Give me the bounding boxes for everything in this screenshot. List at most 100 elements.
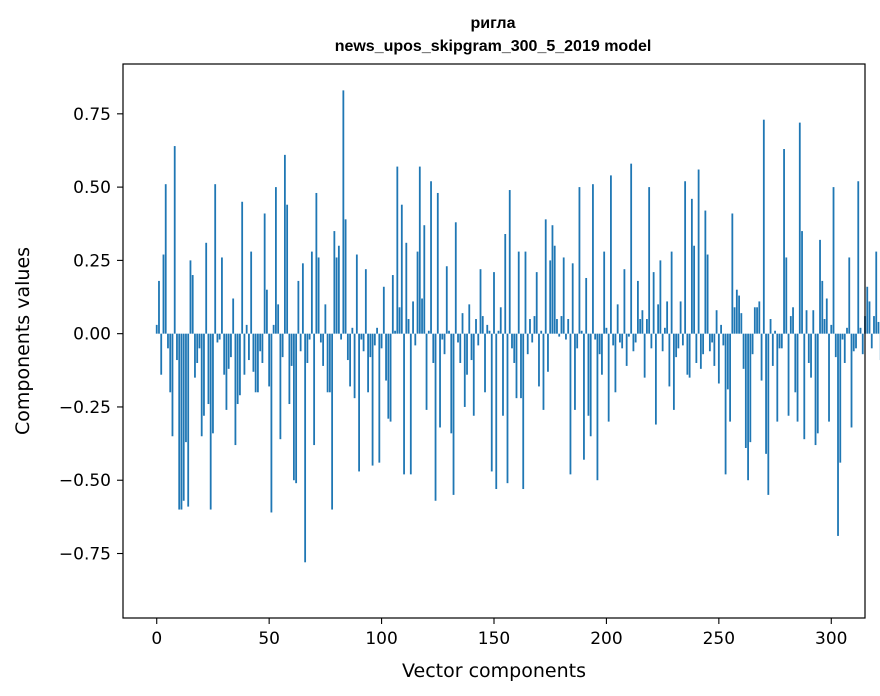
bar: [823, 319, 826, 334]
bar: [567, 319, 570, 334]
bar: [533, 316, 536, 334]
bar: [580, 330, 583, 334]
bar: [848, 257, 851, 334]
bar: [479, 269, 482, 334]
bar: [299, 333, 302, 352]
bar: [726, 333, 729, 390]
bar: [297, 280, 300, 334]
bar: [670, 251, 673, 334]
bar: [333, 231, 336, 334]
bar: [313, 333, 316, 446]
bar: [742, 333, 745, 369]
bar: [574, 333, 576, 410]
bar: [324, 304, 327, 334]
bar: [288, 333, 291, 405]
bar: [295, 333, 298, 484]
bar: [540, 330, 543, 334]
bar: [279, 333, 282, 440]
bar: [654, 333, 657, 425]
bar: [477, 333, 480, 346]
bar: [412, 301, 414, 334]
bar: [308, 333, 311, 340]
bar: [780, 333, 783, 349]
bar: [614, 333, 617, 393]
bar: [560, 316, 563, 334]
bar: [816, 333, 819, 434]
bar: [486, 324, 489, 334]
bar: [666, 301, 669, 334]
bar: [641, 310, 644, 334]
y-tick-label: −0.75: [59, 545, 111, 565]
x-tick-label: 150: [478, 629, 510, 649]
bar: [814, 333, 817, 446]
bar: [511, 333, 513, 349]
bar: [639, 319, 642, 334]
bar: [515, 333, 518, 399]
bar: [619, 333, 621, 343]
bar: [722, 333, 725, 346]
bar: [484, 333, 486, 393]
bar: [870, 333, 873, 349]
bar: [702, 333, 705, 355]
bar: [819, 239, 821, 334]
bar: [470, 333, 473, 361]
bar: [304, 333, 307, 563]
bar: [445, 266, 448, 334]
bar: [322, 333, 325, 366]
bar: [200, 333, 203, 437]
bar: [169, 333, 172, 393]
bar: [171, 333, 174, 437]
bar: [616, 304, 619, 334]
chart-title: ригла: [471, 15, 516, 32]
bar: [286, 204, 289, 334]
bar: [565, 333, 567, 340]
bar: [630, 163, 633, 334]
bar: [355, 254, 358, 334]
bar: [236, 333, 239, 405]
bar: [612, 333, 615, 346]
bar: [603, 251, 606, 334]
bar: [526, 333, 529, 355]
bar: [292, 333, 295, 481]
bar: [376, 327, 378, 334]
bar: [436, 192, 439, 334]
bar: [403, 333, 405, 475]
bar: [423, 225, 426, 334]
bar: [290, 333, 293, 366]
bar: [472, 333, 475, 416]
y-axis: −0.75 −0.50 −0.25 0.00 0.25 0.50 0.75: [59, 105, 123, 565]
bar: [522, 333, 525, 490]
bar: [877, 321, 880, 334]
bar: [234, 333, 237, 446]
bar: [371, 333, 374, 466]
bar: [164, 184, 167, 334]
bar: [747, 333, 749, 481]
bar: [733, 307, 736, 334]
bar: [317, 257, 320, 334]
bar: [387, 333, 390, 419]
bar: [275, 187, 277, 334]
bar: [277, 304, 280, 334]
bar: [792, 307, 794, 334]
bar: [180, 333, 183, 510]
bar: [243, 333, 246, 375]
bars-group: [155, 90, 880, 563]
bar: [623, 269, 626, 334]
bar: [266, 289, 268, 334]
bar: [785, 257, 788, 334]
bar: [850, 333, 853, 428]
bar: [167, 333, 169, 349]
bar: [828, 333, 830, 422]
bar: [430, 181, 432, 334]
bar: [454, 222, 457, 334]
bar: [794, 333, 797, 393]
bar: [547, 333, 549, 372]
bar: [857, 181, 860, 334]
bar: [378, 333, 381, 463]
bar: [637, 280, 639, 334]
bar: [659, 260, 662, 334]
y-tick-label: −0.25: [59, 398, 111, 418]
bar: [176, 333, 178, 361]
bar: [598, 333, 601, 355]
chart-subtitle: news_upos_skipgram_300_5_2019 model: [335, 38, 652, 55]
